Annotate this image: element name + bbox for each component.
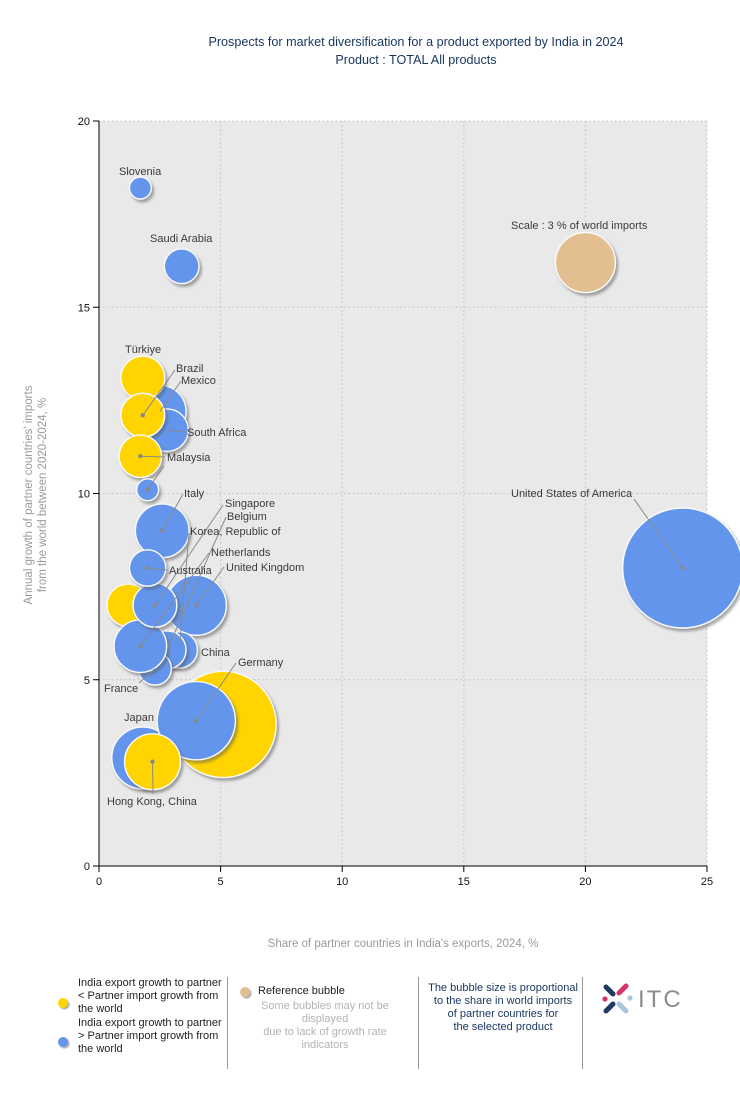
- x-tick-label: 5: [218, 876, 224, 888]
- legend-divider-1: [227, 977, 228, 1069]
- y-axis-title-line2: from the world between 2020-2024, %: [37, 398, 49, 592]
- bubble-label: Türkiye: [125, 344, 161, 356]
- bubble-label: Slovenia: [119, 166, 162, 178]
- y-tick-label: 5: [84, 675, 90, 687]
- bubble-label: Belgium: [227, 511, 267, 523]
- leader-dot: [138, 644, 143, 649]
- chart-title-line2: Product : TOTAL All products: [335, 53, 497, 67]
- legend-yellow-bubble-icon: [58, 998, 68, 1008]
- legend-divider-2: [418, 977, 419, 1069]
- itc-logo-text: ITC: [638, 986, 683, 1013]
- leader-line: [140, 455, 166, 458]
- legend-item-blue-line2: > Partner import growth from: [78, 1030, 219, 1042]
- legend-item-yellow-line2: < Partner import growth from: [78, 990, 219, 1002]
- leader-line: [138, 668, 156, 684]
- legend-note-line3: indicators: [301, 1039, 349, 1051]
- y-tick-label: 10: [78, 489, 90, 501]
- leader-dot: [145, 487, 150, 492]
- bubble-label: Malaysia: [167, 452, 211, 464]
- bubble-label: South Africa: [187, 427, 247, 439]
- leader-line: [167, 429, 187, 433]
- leader-line: [633, 498, 684, 569]
- legend-note: Some bubbles may not be displayed due to…: [237, 1000, 413, 1052]
- leader-line: [147, 465, 165, 491]
- legend-size-note: The bubble size is proportional to the s…: [426, 982, 580, 1034]
- leader-line: [195, 662, 237, 722]
- x-axis-title: Share of partner countries in India's ex…: [268, 938, 539, 950]
- itc-logo: ITC: [602, 983, 683, 1014]
- reference-bubble: [554, 231, 617, 294]
- leader-line: [161, 493, 184, 531]
- y-axis-title-line1: Annual growth of partner countries' impo…: [23, 385, 35, 604]
- leader-line: [178, 532, 190, 650]
- bubble-label: United Kingdom: [226, 562, 304, 574]
- leader-dot: [160, 528, 165, 533]
- x-tick-label: 20: [579, 876, 591, 888]
- bubble-saudi-arabia[interactable]: [163, 248, 200, 285]
- bubble-label: Singapore: [225, 498, 275, 510]
- bubble-label: Australia: [169, 565, 213, 577]
- legend-blue-bubble-icon: [58, 1037, 68, 1047]
- legend-note-line1: Some bubbles may not be displayed: [261, 1000, 389, 1025]
- bubble-label: Germany: [238, 657, 284, 669]
- legend-reference-text: Reference bubble: [258, 985, 345, 997]
- legend-reference-bubble-icon: [240, 987, 250, 997]
- legend-item-yellow-line3: the world: [78, 1003, 123, 1015]
- leader-dot: [150, 759, 155, 764]
- leader-dot: [145, 565, 150, 571]
- leader-line: [147, 567, 168, 571]
- legend-reference-label: Reference bubble: [258, 985, 408, 998]
- bubble-label: China: [201, 647, 231, 659]
- itc-logo-icon: [602, 983, 633, 1014]
- leader-dot: [194, 718, 199, 723]
- leader-dot: [194, 603, 199, 608]
- legend-item-yellow: India export growth to partner < Partner…: [78, 977, 243, 1016]
- leader-dot: [152, 603, 158, 608]
- legend-item-yellow-line1: India export growth to partner: [78, 977, 222, 989]
- legend-note-line2: due to lack of growth rate: [263, 1026, 387, 1038]
- bubble-label: Korea, Republic of: [190, 526, 281, 538]
- leader-line: [139, 552, 210, 647]
- bubble-slovenia[interactable]: [128, 176, 152, 200]
- leader-dot: [138, 454, 143, 459]
- chart-title-line1: Prospects for market diversification for…: [208, 35, 624, 49]
- bubble-label: Mexico: [181, 375, 216, 387]
- legend-size-note-line1: The bubble size is proportional: [428, 982, 578, 994]
- legend-size-note-line2: to the share in world imports: [433, 995, 573, 1007]
- leader-dot: [680, 565, 685, 571]
- leader-line: [159, 380, 182, 412]
- y-tick-label: 20: [78, 116, 90, 128]
- legend-item-blue: India export growth to partner > Partner…: [78, 1017, 243, 1056]
- chart-title: Prospects for market diversification for…: [92, 33, 740, 69]
- bubble-label: Italy: [184, 488, 205, 500]
- x-tick-label: 10: [336, 876, 348, 888]
- bubble-label: France: [104, 683, 138, 695]
- bubble-label: Netherlands: [211, 547, 271, 559]
- bubble-chart: Slovenia Saudi Arabia Scale : 3 % of world…: [23, 116, 740, 950]
- y-tick-label: 15: [78, 302, 90, 314]
- reference-bubble-label: Scale : 3 % of world imports: [511, 220, 648, 232]
- bubble-label: Brazil: [176, 363, 204, 375]
- leader-line: [195, 566, 225, 606]
- leader-line: [154, 504, 224, 606]
- legend-item-blue-line1: India export growth to partner: [78, 1017, 222, 1029]
- bubble-label: Saudi Arabia: [150, 233, 213, 245]
- leader-line: [166, 516, 227, 651]
- legend-size-note-line4: the selected product: [453, 1021, 553, 1033]
- x-tick-label: 0: [96, 876, 102, 888]
- bubble-label: Japan: [124, 712, 154, 724]
- y-tick-label: 0: [84, 861, 90, 873]
- legend-item-blue-line3: the world: [78, 1043, 123, 1055]
- legend-divider-3: [582, 977, 583, 1069]
- bubble-label: Hong Kong, China: [107, 796, 198, 808]
- bubble-label: United States of America: [511, 488, 633, 500]
- x-tick-label: 25: [701, 876, 713, 888]
- leader-dot: [140, 413, 145, 418]
- x-tick-label: 15: [458, 876, 470, 888]
- legend-size-note-line3: of partner countries for: [447, 1008, 559, 1020]
- leader-line: [142, 369, 176, 416]
